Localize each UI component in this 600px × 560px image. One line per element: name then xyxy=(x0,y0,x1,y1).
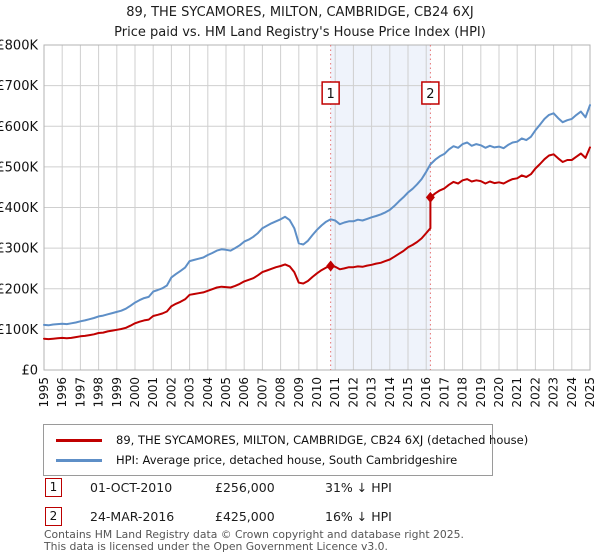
x-tick-label: 2009 xyxy=(292,377,306,408)
x-tick-label: 2004 xyxy=(201,377,215,408)
sale-annotation-row-2: 2 24-MAR-2016 £425,000 16% ↓ HPI xyxy=(45,507,585,536)
y-tick-label: £0 xyxy=(21,364,38,379)
sale-annotations: 1 01-OCT-2010 £256,000 31% ↓ HPI 2 24-MAR-201… xyxy=(45,478,585,536)
x-tick-label: 2008 xyxy=(274,377,288,408)
y-tick-label: £200K xyxy=(0,282,38,297)
x-tick-label: 1998 xyxy=(92,377,106,408)
footer-line-1: Contains HM Land Registry data © Crown c… xyxy=(44,528,464,541)
legend-label: 89, THE SYCAMORES, MILTON, CAMBRIDGE, CB… xyxy=(116,433,529,447)
x-tick-label: 1995 xyxy=(37,377,51,408)
x-tick-label: 2020 xyxy=(492,377,506,408)
y-tick-label: £600K xyxy=(0,120,38,135)
x-tick-label: 2000 xyxy=(128,377,142,408)
x-tick-label: 2011 xyxy=(328,377,342,408)
price-chart: 1 2 £0 £100K £200K £300K £400K £500K £600K £700K £… xyxy=(0,39,597,408)
sale-annotation-row-1: 1 01-OCT-2010 £256,000 31% ↓ HPI xyxy=(45,478,585,507)
sale-hpi-diff: 16% ↓ HPI xyxy=(325,509,392,524)
x-tick-label: 2014 xyxy=(383,377,397,408)
page-subtitle: Price paid vs. HM Land Registry's House … xyxy=(114,25,486,40)
x-tick-label: 2001 xyxy=(146,377,160,408)
x-tick-label: 2002 xyxy=(164,377,178,408)
y-tick-label: £400K xyxy=(0,201,38,216)
sale-price: £256,000 xyxy=(215,480,275,495)
legend-label: HPI: Average price, detached house, Sout… xyxy=(116,453,458,467)
x-tick-label: 2018 xyxy=(456,377,470,408)
x-tick-label: 2013 xyxy=(365,377,379,408)
sale-label-box-2 xyxy=(421,81,440,105)
x-tick-label: 2017 xyxy=(437,377,451,408)
footer-line-2: This data is licensed under the Open Gov… xyxy=(44,539,388,553)
x-tick-label: 2022 xyxy=(528,377,542,408)
x-tick-label: 2012 xyxy=(346,377,360,408)
x-tick-label: 2025 xyxy=(583,377,597,408)
x-tick-label: 2015 xyxy=(401,377,415,408)
y-tick-label: £800K xyxy=(0,39,38,54)
sale-label-box-1 xyxy=(321,81,340,105)
x-tick-label: 2021 xyxy=(510,377,524,408)
x-tick-label: 2005 xyxy=(219,377,233,408)
chart-legend: 89, THE SYCAMORES, MILTON, CAMBRIDGE, CB… xyxy=(43,424,528,476)
hpi-line-swatch xyxy=(56,458,102,462)
page-title: 89, THE SYCAMORES, MILTON, CAMBRIDGE, CB… xyxy=(126,5,474,20)
sale-price: £425,000 xyxy=(215,509,275,524)
y-tick-label: £500K xyxy=(0,160,38,175)
sale-date: 01-OCT-2010 xyxy=(90,480,173,495)
gridlines xyxy=(43,44,591,371)
sale-label-text-2: 2 xyxy=(426,87,434,102)
x-tick-label: 1996 xyxy=(55,377,69,408)
sale-date: 24-MAR-2016 xyxy=(90,509,175,524)
x-tick-label: 1999 xyxy=(110,377,124,408)
legend-item-property: 89, THE SYCAMORES, MILTON, CAMBRIDGE, CB… xyxy=(56,430,528,450)
sale-number-box: 1 xyxy=(45,478,62,497)
y-tick-label: £700K xyxy=(0,79,38,94)
property-line-swatch xyxy=(56,438,102,442)
x-tick-label: 2023 xyxy=(547,377,561,408)
y-tick-label: £100K xyxy=(0,323,38,338)
hpi-line xyxy=(43,104,591,327)
y-tick-label: £300K xyxy=(0,242,38,257)
x-tick-label: 2007 xyxy=(255,377,269,408)
license-footer: Contains HM Land Registry data © Crown c… xyxy=(44,529,464,552)
sale-marker-1 xyxy=(326,260,336,272)
plot-border xyxy=(43,44,591,371)
legend-item-hpi: HPI: Average price, detached house, Sout… xyxy=(56,450,486,470)
sale-label-text-1: 1 xyxy=(327,87,335,102)
sale-number-box: 2 xyxy=(45,507,62,526)
x-tick-label: 2010 xyxy=(310,377,324,408)
x-tick-label: 2019 xyxy=(474,377,488,408)
sale-marker-2 xyxy=(425,191,435,203)
property-line xyxy=(43,146,591,341)
x-tick-label: 2006 xyxy=(237,377,251,408)
x-tick-label: 2003 xyxy=(183,377,197,408)
x-tick-label: 2024 xyxy=(565,377,579,408)
x-tick-label: 2016 xyxy=(419,377,433,408)
sale-hpi-diff: 31% ↓ HPI xyxy=(325,480,392,495)
x-tick-label: 1997 xyxy=(73,377,87,408)
